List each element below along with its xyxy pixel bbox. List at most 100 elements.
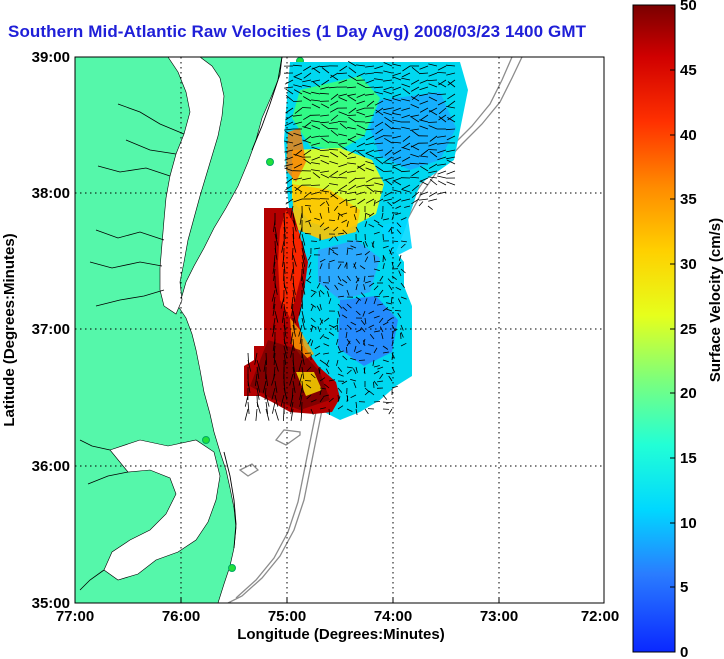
velocity-vector (321, 67, 330, 74)
velocity-vector (298, 303, 303, 316)
velocity-vector (388, 408, 393, 415)
velocity-vector (337, 263, 342, 270)
velocity-vector (339, 198, 348, 205)
velocity-vector (284, 156, 294, 161)
velocity-vector (446, 181, 456, 186)
velocity-vector (293, 177, 303, 181)
velocity-vector (363, 242, 366, 249)
velocity-vector (365, 149, 375, 154)
velocity-vector (255, 408, 258, 421)
velocity-vector (401, 83, 411, 88)
velocity-vector (400, 243, 406, 249)
velocity-vector (409, 176, 420, 179)
velocity-vector (319, 263, 323, 270)
velocity-vector (285, 94, 294, 102)
velocity-vector (410, 79, 420, 85)
velocity-vector (284, 167, 294, 172)
velocity-vector (347, 162, 357, 165)
velocity-vector (377, 366, 384, 370)
velocity-vector (323, 394, 330, 397)
velocity-vector (310, 399, 317, 403)
velocity-vector (365, 142, 375, 146)
velocity-vector (382, 245, 389, 249)
velocity-vector (289, 373, 294, 386)
velocity-vector (346, 221, 349, 228)
velocity-vector (383, 62, 393, 67)
velocity-vector (332, 324, 339, 329)
velocity-vector (373, 295, 380, 298)
velocity-vector (392, 166, 402, 172)
velocity-vector (310, 340, 314, 347)
velocity-vector (308, 261, 312, 268)
plot-frame (74, 56, 605, 604)
velocity-vector (283, 219, 286, 232)
velocity-vector (320, 155, 330, 158)
velocity-vector (304, 232, 312, 235)
velocity-vector (292, 100, 303, 102)
velocity-vector (437, 65, 447, 71)
velocity-vector (383, 107, 393, 111)
velocity-vector (428, 92, 438, 95)
velocity-vector (337, 72, 348, 75)
velocity-vector (358, 359, 366, 361)
velocity-vector (373, 401, 381, 403)
velocity-vector (356, 64, 366, 67)
velocity-vector (265, 352, 267, 366)
velocity-vector (282, 254, 285, 267)
velocity-vector (383, 198, 393, 202)
velocity-vector (273, 268, 276, 281)
velocity-vector (346, 249, 349, 256)
velocity-vector (400, 240, 407, 243)
colorbar-tick-label: 30 (680, 256, 697, 273)
velocity-vector (445, 128, 456, 131)
velocity-vector (273, 254, 276, 267)
velocity-vector (368, 212, 375, 217)
velocity-vector (301, 254, 305, 267)
velocity-vector (447, 93, 456, 100)
velocity-vector (256, 366, 260, 379)
velocity-vector (283, 226, 286, 239)
velocity-vector (337, 212, 344, 217)
velocity-vector (355, 310, 361, 316)
velocity-vector (391, 275, 397, 281)
velocity-vector (429, 110, 438, 116)
velocity-vector (447, 114, 456, 121)
velocity-vector (338, 111, 348, 116)
velocity-vector (272, 296, 276, 309)
velocity-vector (392, 76, 402, 81)
velocity-vector (293, 76, 303, 81)
velocity-vector (355, 408, 358, 415)
velocity-vector (328, 219, 336, 221)
velocity-vector (311, 120, 321, 123)
velocity-vector (265, 401, 269, 414)
x-axis-label: Longitude (Degrees:Minutes) (237, 626, 445, 643)
velocity-vector (378, 317, 384, 323)
velocity-vector (383, 86, 393, 91)
velocity-vector (356, 93, 366, 98)
velocity-vector (293, 142, 303, 147)
velocity-vector (319, 396, 324, 403)
velocity-vector (311, 65, 321, 70)
velocity-vector (402, 142, 411, 149)
velocity-vector (437, 100, 447, 106)
velocity-vector (373, 254, 376, 261)
velocity-vector (348, 177, 357, 184)
velocity-vector (402, 65, 411, 72)
velocity-vector (401, 163, 411, 167)
velocity-vector (353, 214, 357, 221)
velocity-vector (337, 232, 344, 235)
velocity-vector (311, 156, 321, 161)
velocity-vector (311, 91, 321, 95)
velocity-vector (284, 86, 294, 89)
velocity-vector (320, 103, 330, 109)
velocity-vector (283, 261, 286, 274)
velocity-vector (386, 302, 393, 305)
velocity-vector (446, 72, 456, 76)
velocity-vector (294, 186, 303, 193)
velocity-vector (323, 352, 330, 355)
velocity-vector (310, 184, 321, 186)
velocity-vector (317, 326, 321, 333)
velocity-vector (446, 106, 456, 109)
velocity-vector (337, 282, 344, 287)
velocity-vector (305, 384, 312, 389)
